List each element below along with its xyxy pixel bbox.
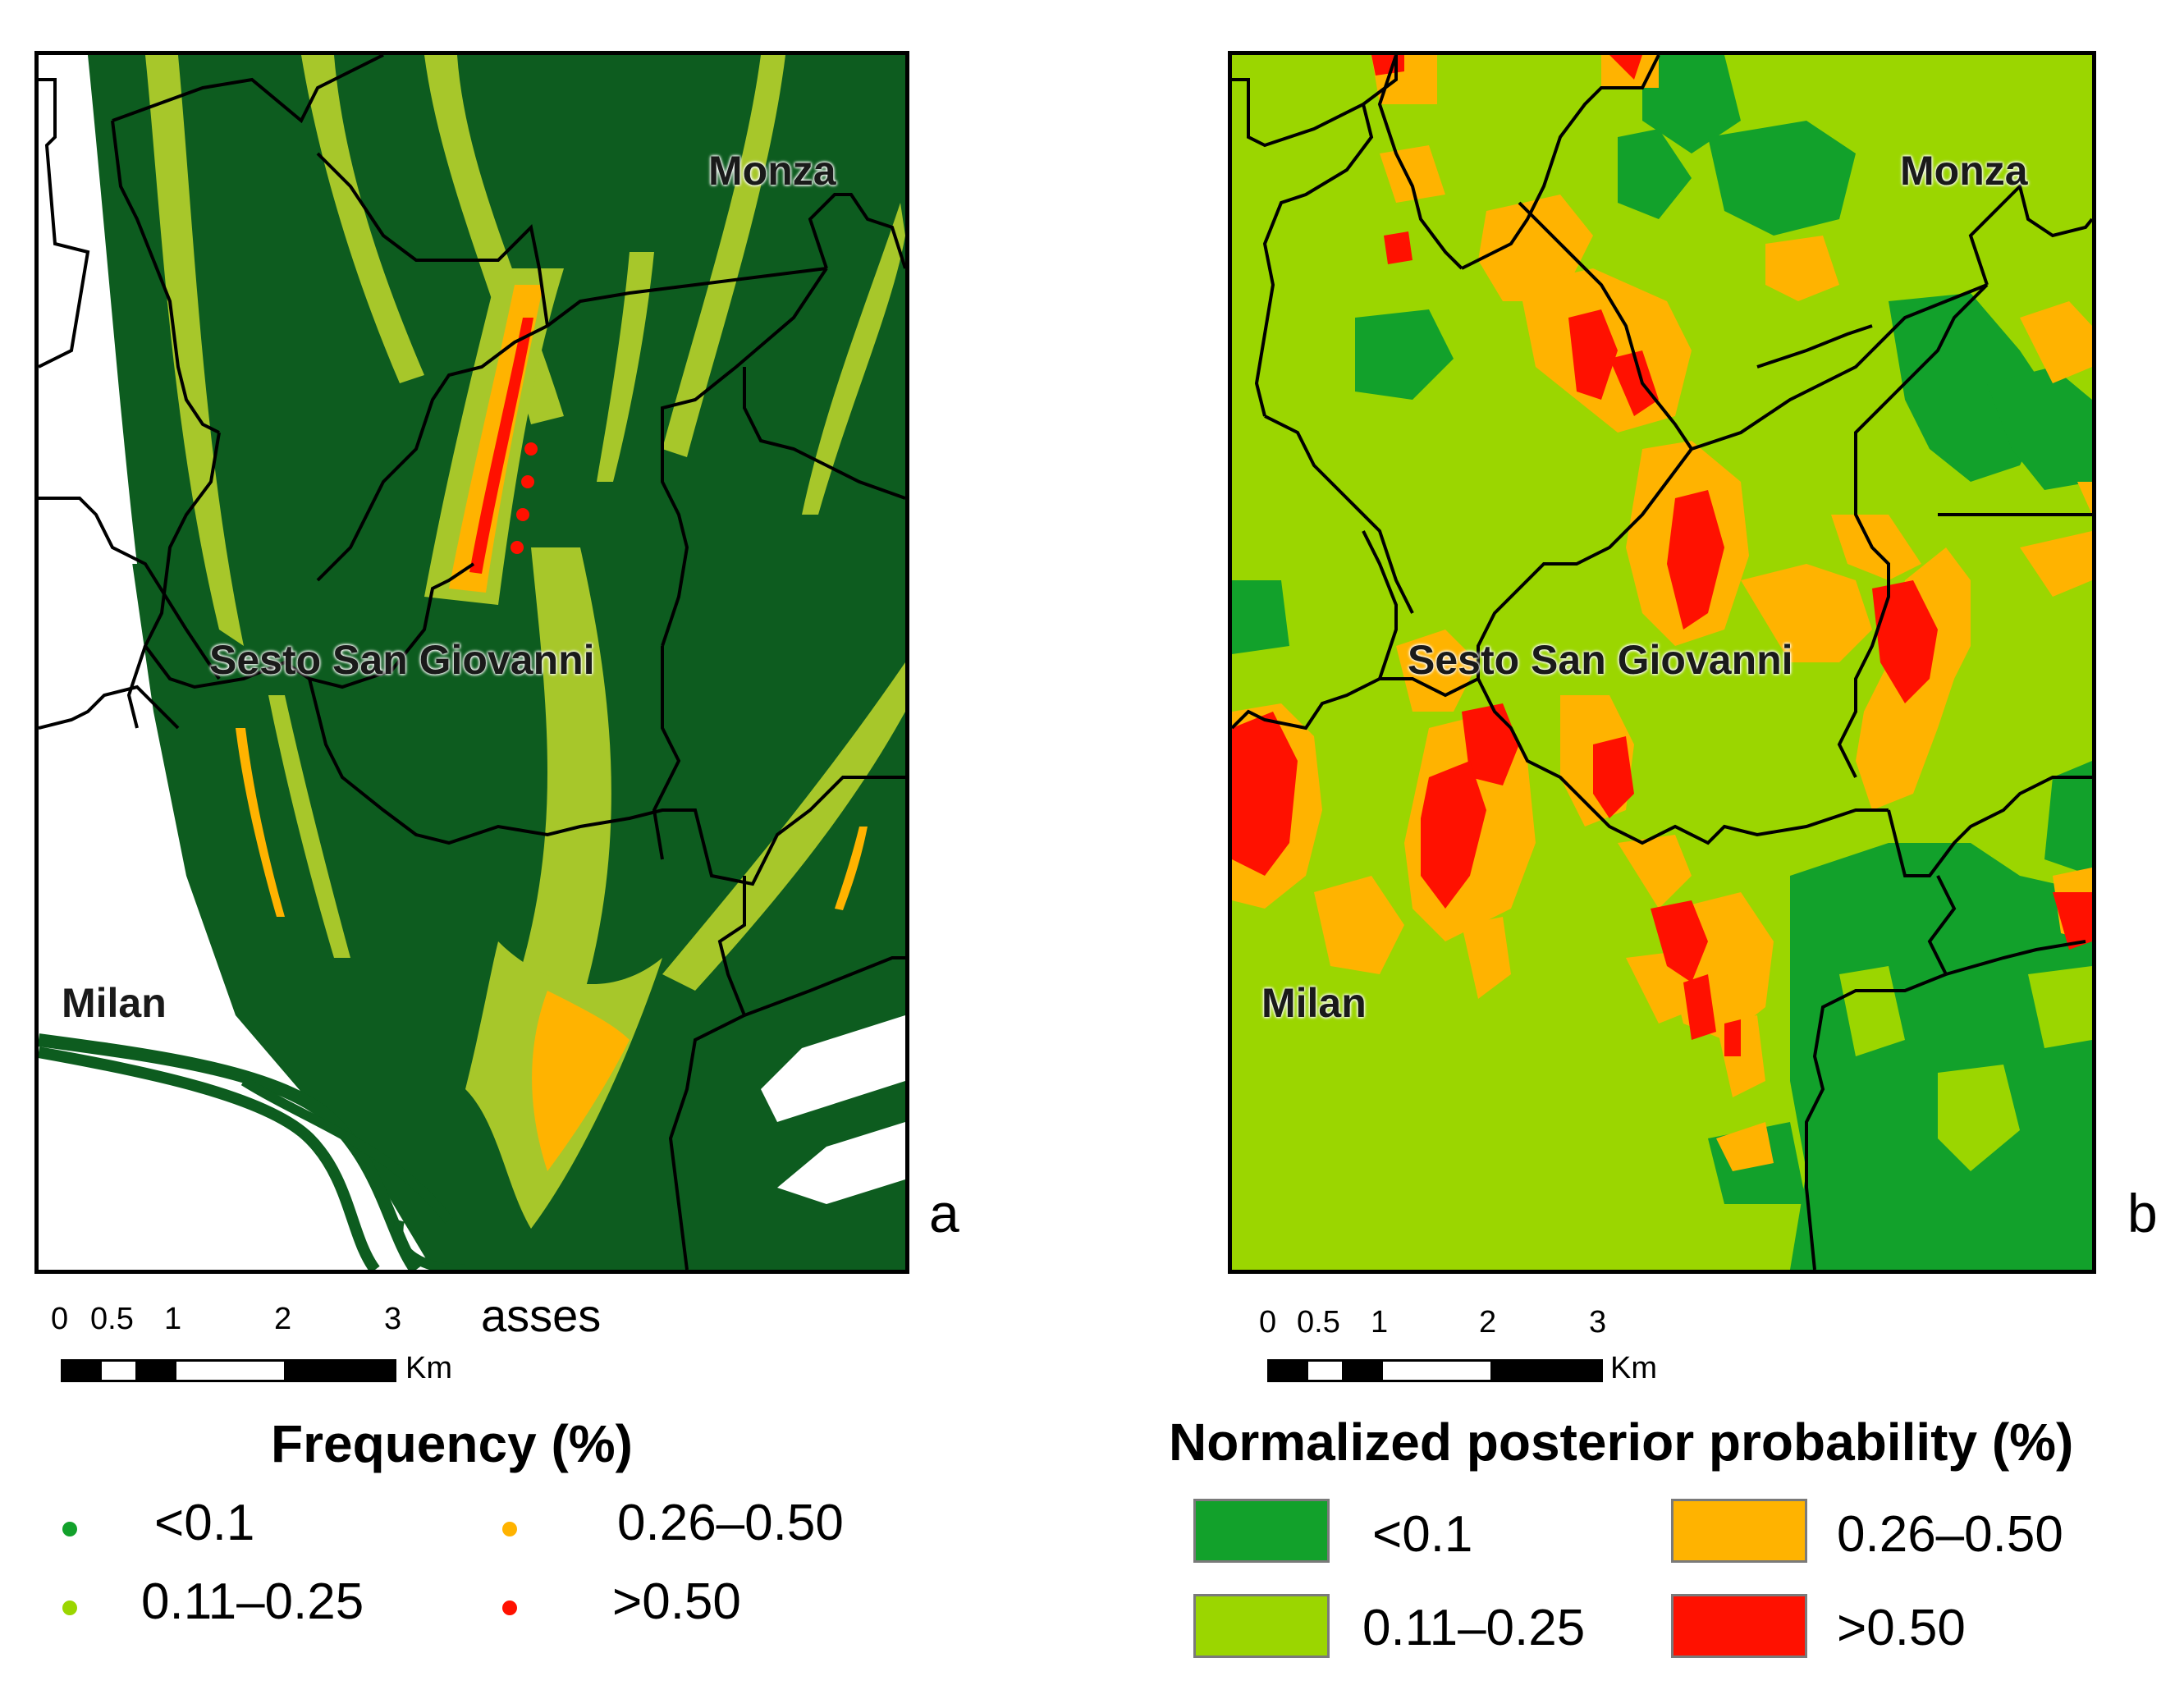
place-label-milan-b: Milan [1261, 980, 1367, 1026]
orange-plume [532, 991, 630, 1171]
stray-text-asses: asses [481, 1289, 602, 1341]
legend-label-026-050: 0.26–0.50 [617, 1495, 844, 1551]
panel-letter-b: b [2127, 1183, 2158, 1243]
red-dot-4 [511, 541, 524, 554]
orange-streak-1 [236, 728, 285, 917]
gap-lower-right-2 [777, 1122, 905, 1204]
scale-tick-2: 2 [274, 1302, 292, 1336]
legend-dot-026-050 [502, 1522, 517, 1536]
streak-2 [301, 55, 424, 383]
scale-seg-2 [99, 1359, 138, 1382]
legend-box-026-050 [1671, 1499, 1807, 1563]
map-panel-b: Monza Sesto San Giovanni Milan [1228, 51, 2096, 1274]
streak-8 [515, 547, 611, 1007]
red-patches [1232, 55, 2092, 1056]
legend-dot-lt01 [62, 1522, 77, 1536]
scale-tick-b-0: 0 [1259, 1305, 1277, 1340]
streak-6 [802, 203, 905, 515]
streak-4 [597, 252, 654, 482]
legend-box-lt01 [1193, 1499, 1330, 1563]
municipal-boundaries-b [1232, 55, 2092, 1270]
scale-tick-b-0.5: 0.5 [1297, 1305, 1340, 1340]
municipal-boundaries [39, 55, 905, 1270]
legend-label-lt01: <0.1 [154, 1495, 255, 1551]
scale-tick-0.5: 0.5 [90, 1302, 134, 1336]
trajectory-loop-2 [39, 1046, 380, 1270]
legend-label-b-026-050: 0.26–0.50 [1837, 1506, 2063, 1563]
scale-seg-b-4 [1380, 1359, 1493, 1382]
scale-tick-0: 0 [51, 1302, 69, 1336]
scale-seg-3 [135, 1359, 176, 1382]
orange-streak-2 [835, 827, 868, 910]
red-dot-2 [521, 475, 534, 488]
green-patches [1232, 55, 2092, 1270]
streak-7 [662, 662, 905, 991]
probability-map-b [1232, 55, 2092, 1270]
gap-lower-right-1 [761, 1015, 905, 1122]
scale-seg-1 [61, 1359, 102, 1382]
legend-label-gt050: >0.50 [612, 1573, 741, 1630]
white-edge-lower-left [39, 695, 227, 1024]
scale-unit-a: Km [405, 1351, 452, 1385]
scale-seg-b-5 [1490, 1359, 1603, 1382]
scale-seg-b-2 [1306, 1359, 1344, 1382]
trajectory-loop-1 [39, 1033, 422, 1270]
streak-1 [145, 55, 244, 646]
trajectory-loop-4 [393, 1219, 466, 1270]
place-label-monza: Monza [708, 148, 836, 194]
legend-title-a: Frequency (%) [271, 1414, 633, 1473]
panel-letter-a: a [929, 1183, 959, 1243]
place-label-sesto: Sesto San Giovanni [209, 637, 595, 683]
trajectory-loop-3 [240, 1076, 453, 1224]
map-panel-a: Monza Sesto San Giovanni Milan [34, 51, 909, 1274]
legend-label-b-011-025: 0.11–0.25 [1362, 1600, 1586, 1656]
scale-seg-4 [174, 1359, 286, 1382]
scale-tick-3: 3 [384, 1302, 402, 1336]
legend-title-b: Normalized posterior probability (%) [1169, 1413, 2074, 1472]
scale-seg-b-1 [1267, 1359, 1308, 1382]
legend-dot-gt050 [502, 1601, 517, 1615]
scale-tick-1: 1 [164, 1302, 182, 1336]
place-label-milan: Milan [62, 980, 167, 1026]
scale-tick-b-2: 2 [1479, 1305, 1497, 1340]
scale-seg-5 [284, 1359, 396, 1382]
scale-tick-b-1: 1 [1371, 1305, 1389, 1340]
legend-label-b-lt01: <0.1 [1372, 1506, 1473, 1563]
legend-box-gt050 [1671, 1594, 1807, 1658]
legend-label-b-gt050: >0.50 [1837, 1600, 1966, 1656]
light-green-islands [1839, 966, 2092, 1171]
scale-tick-b-3: 3 [1589, 1305, 1607, 1340]
red-dot-1 [524, 442, 538, 456]
white-edge-left [39, 55, 137, 564]
place-label-monza-b: Monza [1900, 148, 2028, 194]
legend-label-011-025: 0.11–0.25 [141, 1573, 364, 1630]
scale-unit-b: Km [1610, 1351, 1657, 1385]
red-dot-3 [516, 508, 529, 521]
legend-box-011-025 [1193, 1594, 1330, 1658]
frequency-map-a [39, 55, 905, 1270]
legend-dot-011-025 [62, 1601, 77, 1615]
place-label-sesto-b: Sesto San Giovanni [1408, 637, 1793, 683]
scale-seg-b-3 [1342, 1359, 1383, 1382]
streak-9 [268, 695, 350, 958]
corridor-red [469, 318, 533, 574]
streak-5 [662, 55, 785, 457]
